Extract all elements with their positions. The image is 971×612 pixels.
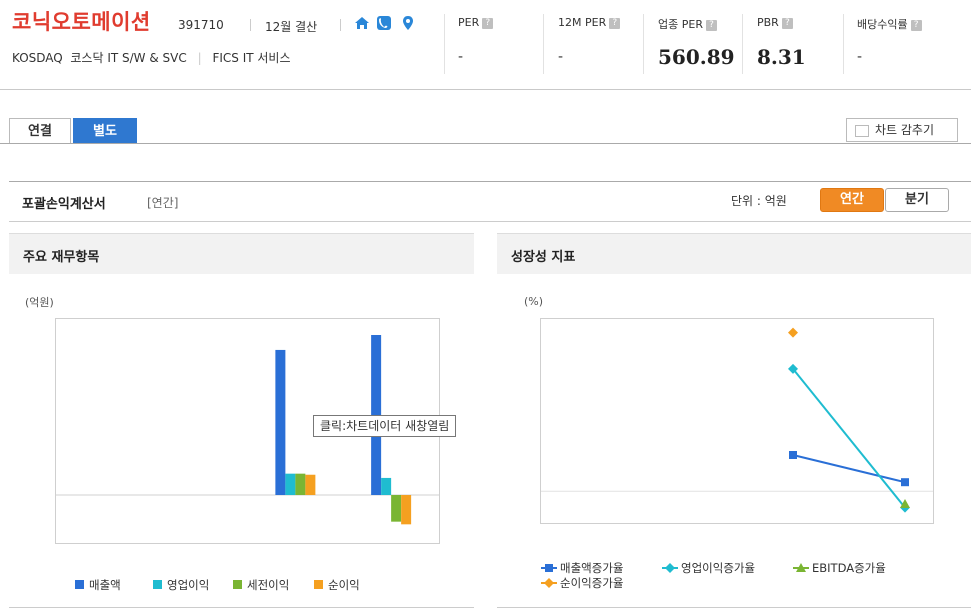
help-icon[interactable]: ?	[609, 17, 621, 29]
fiscal-month: 12월 결산	[265, 20, 318, 34]
series-line-영업이익증가율	[792, 368, 906, 509]
tab-divider	[0, 143, 971, 144]
point-매출액증가율-2021/12[interactable]	[789, 451, 797, 459]
bar-영업이익-2021/12[interactable]	[285, 473, 296, 495]
home-icon[interactable]	[353, 14, 371, 32]
legend-item: 영업이익	[153, 577, 209, 593]
annual-button[interactable]: 연간	[820, 188, 884, 212]
legend-item: EBITDA증가율	[793, 560, 886, 576]
series-line-매출액증가율	[792, 454, 906, 484]
legend-item: 순이익증가율	[541, 575, 623, 591]
metric-per-label: PER?	[458, 16, 494, 29]
metric-dividend-label: 배당수익률?	[857, 16, 922, 32]
phone-icon[interactable]	[375, 14, 393, 32]
stock-code: 391710	[178, 18, 224, 32]
legend-item: 매출액	[75, 577, 121, 593]
panel-title: 성장성 지표	[511, 250, 576, 265]
divider	[250, 19, 251, 31]
growth-chart-svg	[541, 327, 933, 513]
legend-item: 세전이익	[233, 577, 289, 593]
divider	[340, 19, 341, 31]
panel-header-financials: 주요 재무항목	[9, 233, 474, 274]
bar-순이익-2022/12[interactable]	[401, 495, 412, 525]
company-name: 코닉오토메이션	[12, 10, 151, 34]
tab-consolidated[interactable]: 연결	[9, 118, 71, 144]
help-icon[interactable]: ?	[482, 17, 494, 29]
chart-tooltip: 클릭:차트데이터 새창열림	[313, 415, 457, 437]
legend-item: 매출액증가율	[541, 560, 623, 576]
panel-title: 주요 재무항목	[23, 250, 100, 265]
panel-divider	[497, 607, 971, 608]
metric-pbr-value: 8.31	[757, 45, 806, 69]
bar-매출액-2021/12[interactable]	[275, 349, 286, 495]
industry-fics: FICS IT 서비스	[212, 51, 291, 65]
metric-per-value: -	[458, 49, 464, 65]
location-pin-icon[interactable]	[399, 14, 417, 32]
legend-marker	[541, 563, 557, 572]
legend-swatch	[153, 580, 162, 589]
point-영업이익증가율-2021/12[interactable]	[788, 363, 798, 374]
hide-chart-label: 차트 감추기	[875, 123, 935, 137]
legend-label: 순이익증가율	[560, 576, 624, 590]
legend-swatch	[314, 580, 323, 589]
legend-swatch	[75, 580, 84, 589]
bar-영업이익-2022/12[interactable]	[381, 477, 392, 495]
metric-industry-per-label: 업종 PER?	[658, 16, 717, 32]
divider	[543, 14, 544, 74]
metric-industry-per-value: 560.89	[658, 45, 735, 69]
hide-chart-button[interactable]: 차트 감추기	[846, 118, 958, 142]
legend-item: 순이익	[314, 577, 360, 593]
help-icon[interactable]: ?	[705, 19, 717, 31]
metric-12m-per-label: 12M PER?	[558, 16, 621, 29]
metric-pbr-label: PBR?	[757, 16, 793, 29]
legend-label: 순이익	[328, 578, 360, 592]
legend-marker	[793, 562, 809, 572]
legend-label: 매출액	[89, 578, 121, 592]
chart-unit-label: (%)	[524, 295, 544, 308]
tab-separate[interactable]: 별도	[73, 118, 137, 144]
divider	[643, 14, 644, 74]
section-divider	[9, 181, 971, 182]
divider	[444, 14, 445, 74]
help-icon[interactable]: ?	[910, 19, 922, 31]
market-label: KOSDAQ	[12, 51, 63, 65]
section-divider	[9, 221, 971, 222]
divider	[843, 14, 844, 74]
legend-swatch	[233, 580, 242, 589]
legend-marker	[662, 562, 678, 573]
panel-header-growth: 성장성 지표	[497, 233, 971, 274]
quarter-button[interactable]: 분기	[885, 188, 949, 212]
bar-세전이익-2021/12[interactable]	[295, 473, 306, 495]
point-매출액증가율-2022/12[interactable]	[901, 478, 909, 487]
bar-세전이익-2022/12[interactable]	[391, 495, 402, 522]
legend-label: 영업이익증가율	[681, 561, 756, 575]
bar-순이익-2021/12[interactable]	[305, 474, 316, 495]
unit-label: 단위 : 억원	[731, 194, 787, 208]
legend-marker	[541, 577, 557, 588]
point-순이익증가율-2021/12[interactable]	[788, 327, 798, 338]
panel-divider	[9, 607, 474, 608]
legend-label: 매출액증가율	[560, 561, 624, 575]
legend-label: 세전이익	[247, 578, 290, 592]
metric-12m-per-value: -	[558, 49, 564, 65]
industry-line: KOSDAQ 코스닥 IT S/W & SVC | FICS IT 서비스	[12, 49, 291, 66]
chart-unit-label: (억원)	[25, 296, 54, 309]
legend-item: 영업이익증가율	[662, 560, 755, 576]
section-period: [연간]	[147, 196, 179, 210]
header-divider	[0, 89, 971, 90]
growth-chart[interactable]	[540, 318, 934, 524]
legend-label: EBITDA증가율	[812, 561, 886, 575]
chart-icon	[855, 124, 869, 137]
industry-kosdaq: 코스닥 IT S/W & SVC	[70, 51, 187, 65]
divider: |	[197, 51, 202, 65]
legend-label: 영업이익	[167, 578, 210, 592]
section-title: 포괄손익계산서	[22, 197, 106, 212]
help-icon[interactable]: ?	[781, 17, 793, 29]
divider	[742, 14, 743, 74]
metric-dividend-value: -	[857, 49, 863, 65]
point-EBITDA증가율-2022/12[interactable]	[900, 498, 910, 508]
